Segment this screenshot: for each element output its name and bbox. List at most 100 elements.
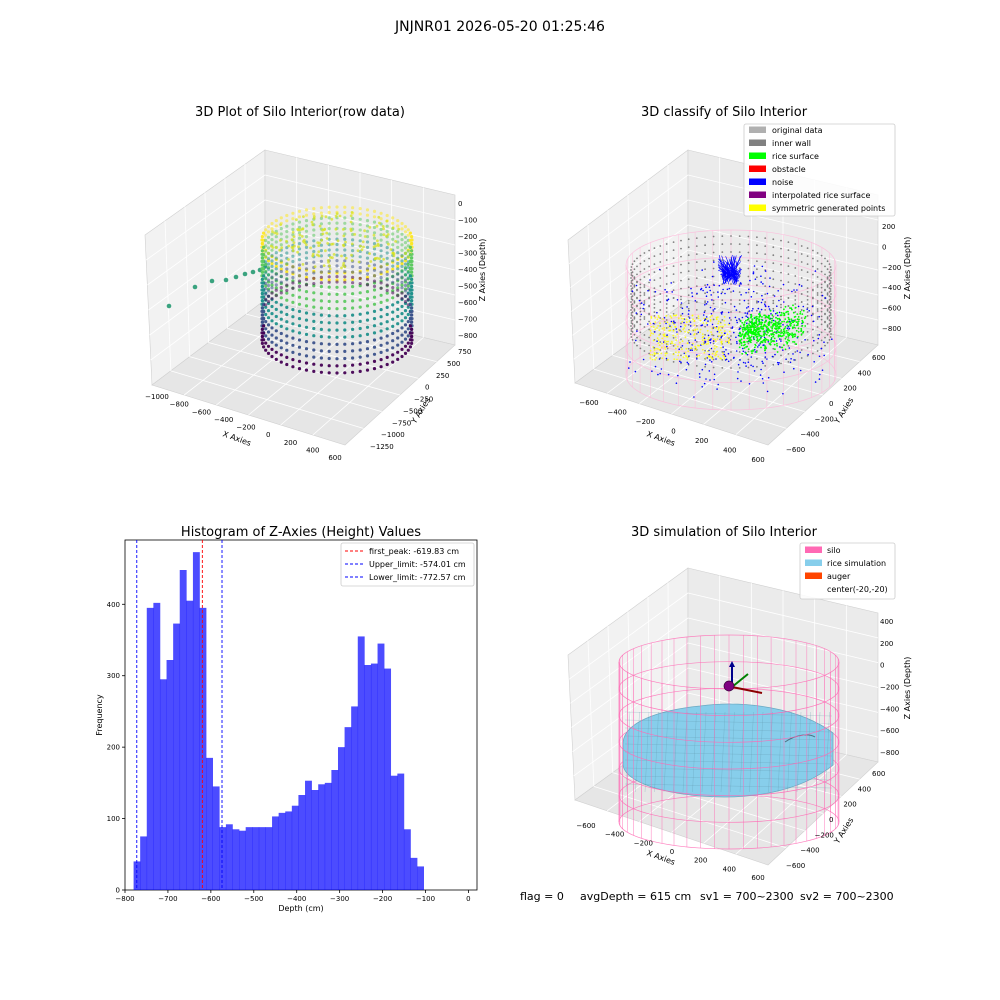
classify-point-noise (760, 281, 762, 283)
classify-point-rice (758, 327, 760, 329)
raw-point (353, 233, 357, 236)
classify-point-rice (791, 332, 793, 335)
raw-point (325, 231, 329, 235)
classify-point-wall (643, 342, 646, 344)
classify-point-wall (780, 338, 782, 341)
classify-point-wall (800, 245, 803, 247)
classify-point-rice (763, 334, 765, 337)
classify-legend-label: symmetric generated points (772, 204, 885, 213)
classify-point-noise (727, 360, 730, 363)
histogram-bar (298, 795, 306, 890)
classify-point-noise (777, 314, 779, 317)
histogram-bar (173, 623, 181, 890)
classify-point-noise (643, 303, 645, 306)
histogram-x-tick: −300 (330, 895, 349, 903)
classify-point-symmetric (673, 323, 675, 326)
raw-point (304, 318, 309, 322)
classify-point-noise (631, 290, 634, 293)
classify-point-wall (738, 243, 741, 246)
classify-point-rice (746, 345, 749, 348)
classify-point-noise (750, 356, 753, 358)
classify-point-wall (830, 309, 832, 311)
classify-point-wall (636, 257, 638, 260)
raw-point (322, 264, 326, 267)
classify-point-noise (706, 324, 709, 326)
raw-point (262, 331, 266, 335)
classify-point-wall (639, 278, 642, 281)
raw-point (372, 309, 377, 313)
classify-point-wall (639, 302, 642, 305)
classify-point-wall (820, 286, 823, 289)
classify-point-rice (796, 313, 799, 315)
raw-point (291, 254, 295, 258)
classify-point-noise (688, 309, 690, 312)
classify-point-rice (768, 324, 770, 326)
classify-point-noise (669, 325, 671, 327)
raw-point (270, 304, 274, 309)
classify-point-noise (704, 341, 707, 343)
raw-point (327, 278, 331, 282)
classify-point-wall (687, 286, 690, 289)
classify-point-rice (750, 335, 753, 338)
classify-point-noise (788, 347, 791, 349)
raw-z-tick: −700 (458, 316, 477, 324)
classify-point-symmetric (715, 351, 718, 353)
raw-point (291, 365, 295, 369)
classify-point-wall (800, 269, 803, 271)
raw-point (372, 233, 376, 237)
raw-point (318, 224, 322, 228)
raw-point (223, 277, 229, 283)
raw-point (358, 255, 362, 259)
classify-point-noise (789, 361, 792, 364)
classify-point-noise (699, 376, 701, 378)
classify-point-wall (665, 307, 668, 309)
classify-point-noise (724, 301, 727, 304)
classify-z-tick: 0 (882, 243, 886, 251)
classify-point-symmetric (723, 316, 726, 318)
histogram-bar (318, 784, 326, 890)
raw-point (391, 280, 395, 284)
classify-point-noise (635, 284, 638, 287)
classify-point-rice (756, 338, 759, 340)
classify-point-rice (771, 327, 774, 330)
classify-point-symmetric (683, 327, 686, 329)
classify-point-noise (727, 311, 730, 314)
classify-point-wall (643, 302, 646, 304)
raw-point (297, 284, 302, 288)
raw-point (312, 291, 316, 295)
classify-point-wall (787, 265, 790, 267)
classify-point-rice (782, 330, 785, 333)
classify-point-wall (787, 249, 790, 252)
raw-point (396, 283, 400, 287)
classify-point-wall (639, 347, 642, 350)
classify-point-wall (653, 255, 656, 257)
classify-point-wall (730, 283, 732, 285)
raw-point (396, 294, 400, 298)
classify-point-wall (756, 301, 758, 304)
classify-point-wall (687, 299, 690, 302)
classify-point-wall (772, 254, 775, 257)
classify-point-noise (710, 347, 713, 350)
raw-point (406, 255, 410, 259)
classify-point-symmetric (653, 352, 656, 354)
classify-point-rice (745, 319, 747, 322)
classify-point-wall (820, 283, 823, 286)
raw-point (312, 276, 316, 280)
classify-point-wall (806, 315, 809, 317)
classify-point-symmetric (684, 336, 687, 339)
raw-point (351, 313, 355, 317)
raw-point (379, 217, 383, 221)
classify-point-noise (709, 359, 711, 361)
raw-point (406, 262, 410, 267)
classify-point-wall (680, 295, 682, 298)
classify-point-noise (658, 268, 661, 271)
raw-point (262, 324, 266, 328)
raw-point (295, 218, 298, 222)
simulation-x-tick: 200 (694, 857, 707, 865)
classify-point-noise (666, 291, 668, 293)
classify-point-symmetric (702, 343, 705, 346)
raw-point (372, 345, 377, 349)
classify-point-noise (693, 396, 695, 398)
classify-point-wall (631, 339, 634, 341)
raw-point (330, 242, 333, 246)
